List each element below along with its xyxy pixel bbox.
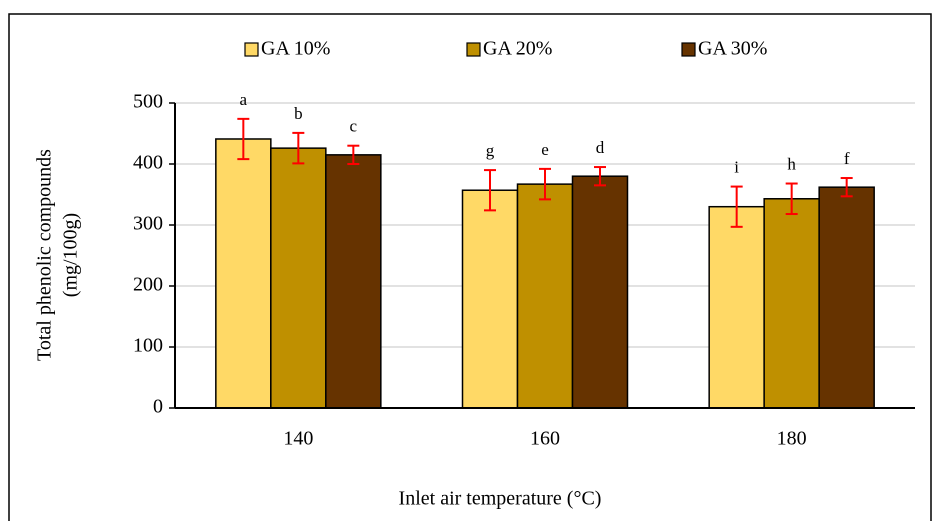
legend-label: GA 10% <box>261 38 330 60</box>
y-tick-label: 500 <box>133 91 163 113</box>
bar <box>325 154 382 409</box>
significance-letter: g <box>486 141 495 160</box>
legend-label: GA 30% <box>698 38 767 60</box>
significance-letter: b <box>294 104 303 123</box>
bar <box>763 198 820 409</box>
significance-letter: e <box>541 140 549 159</box>
bar <box>215 138 272 409</box>
x-tick-label: 140 <box>283 428 313 450</box>
bar <box>270 147 327 409</box>
bar <box>708 205 765 409</box>
bar <box>516 183 574 409</box>
frame <box>8 13 932 521</box>
y-tick-label: 0 <box>153 396 163 418</box>
significance-letter: i <box>734 157 739 176</box>
legend-label: GA 20% <box>483 38 552 60</box>
significance-letter: h <box>787 154 796 173</box>
y-tick-label: 400 <box>133 152 163 174</box>
bar <box>571 175 629 409</box>
y-axis-label: Total phenolic compounds <box>34 149 56 361</box>
x-axis-label: Inlet air temperature (°C) <box>399 488 602 510</box>
y-tick-label: 200 <box>133 274 163 296</box>
significance-letter: d <box>596 138 605 157</box>
x-tick-label: 180 <box>777 428 807 450</box>
legend-swatch <box>681 42 696 57</box>
significance-letter: f <box>844 149 850 168</box>
x-tick-label: 160 <box>530 428 560 450</box>
legend-swatch <box>244 42 259 57</box>
bar <box>818 186 875 409</box>
bar <box>461 189 519 409</box>
legend-swatch <box>466 42 481 57</box>
y-tick-label: 300 <box>133 213 163 235</box>
y-axis-label: (mg/100g) <box>60 213 82 297</box>
significance-letter: c <box>350 117 358 136</box>
y-tick-label: 100 <box>133 335 163 357</box>
significance-letter: a <box>240 90 248 109</box>
